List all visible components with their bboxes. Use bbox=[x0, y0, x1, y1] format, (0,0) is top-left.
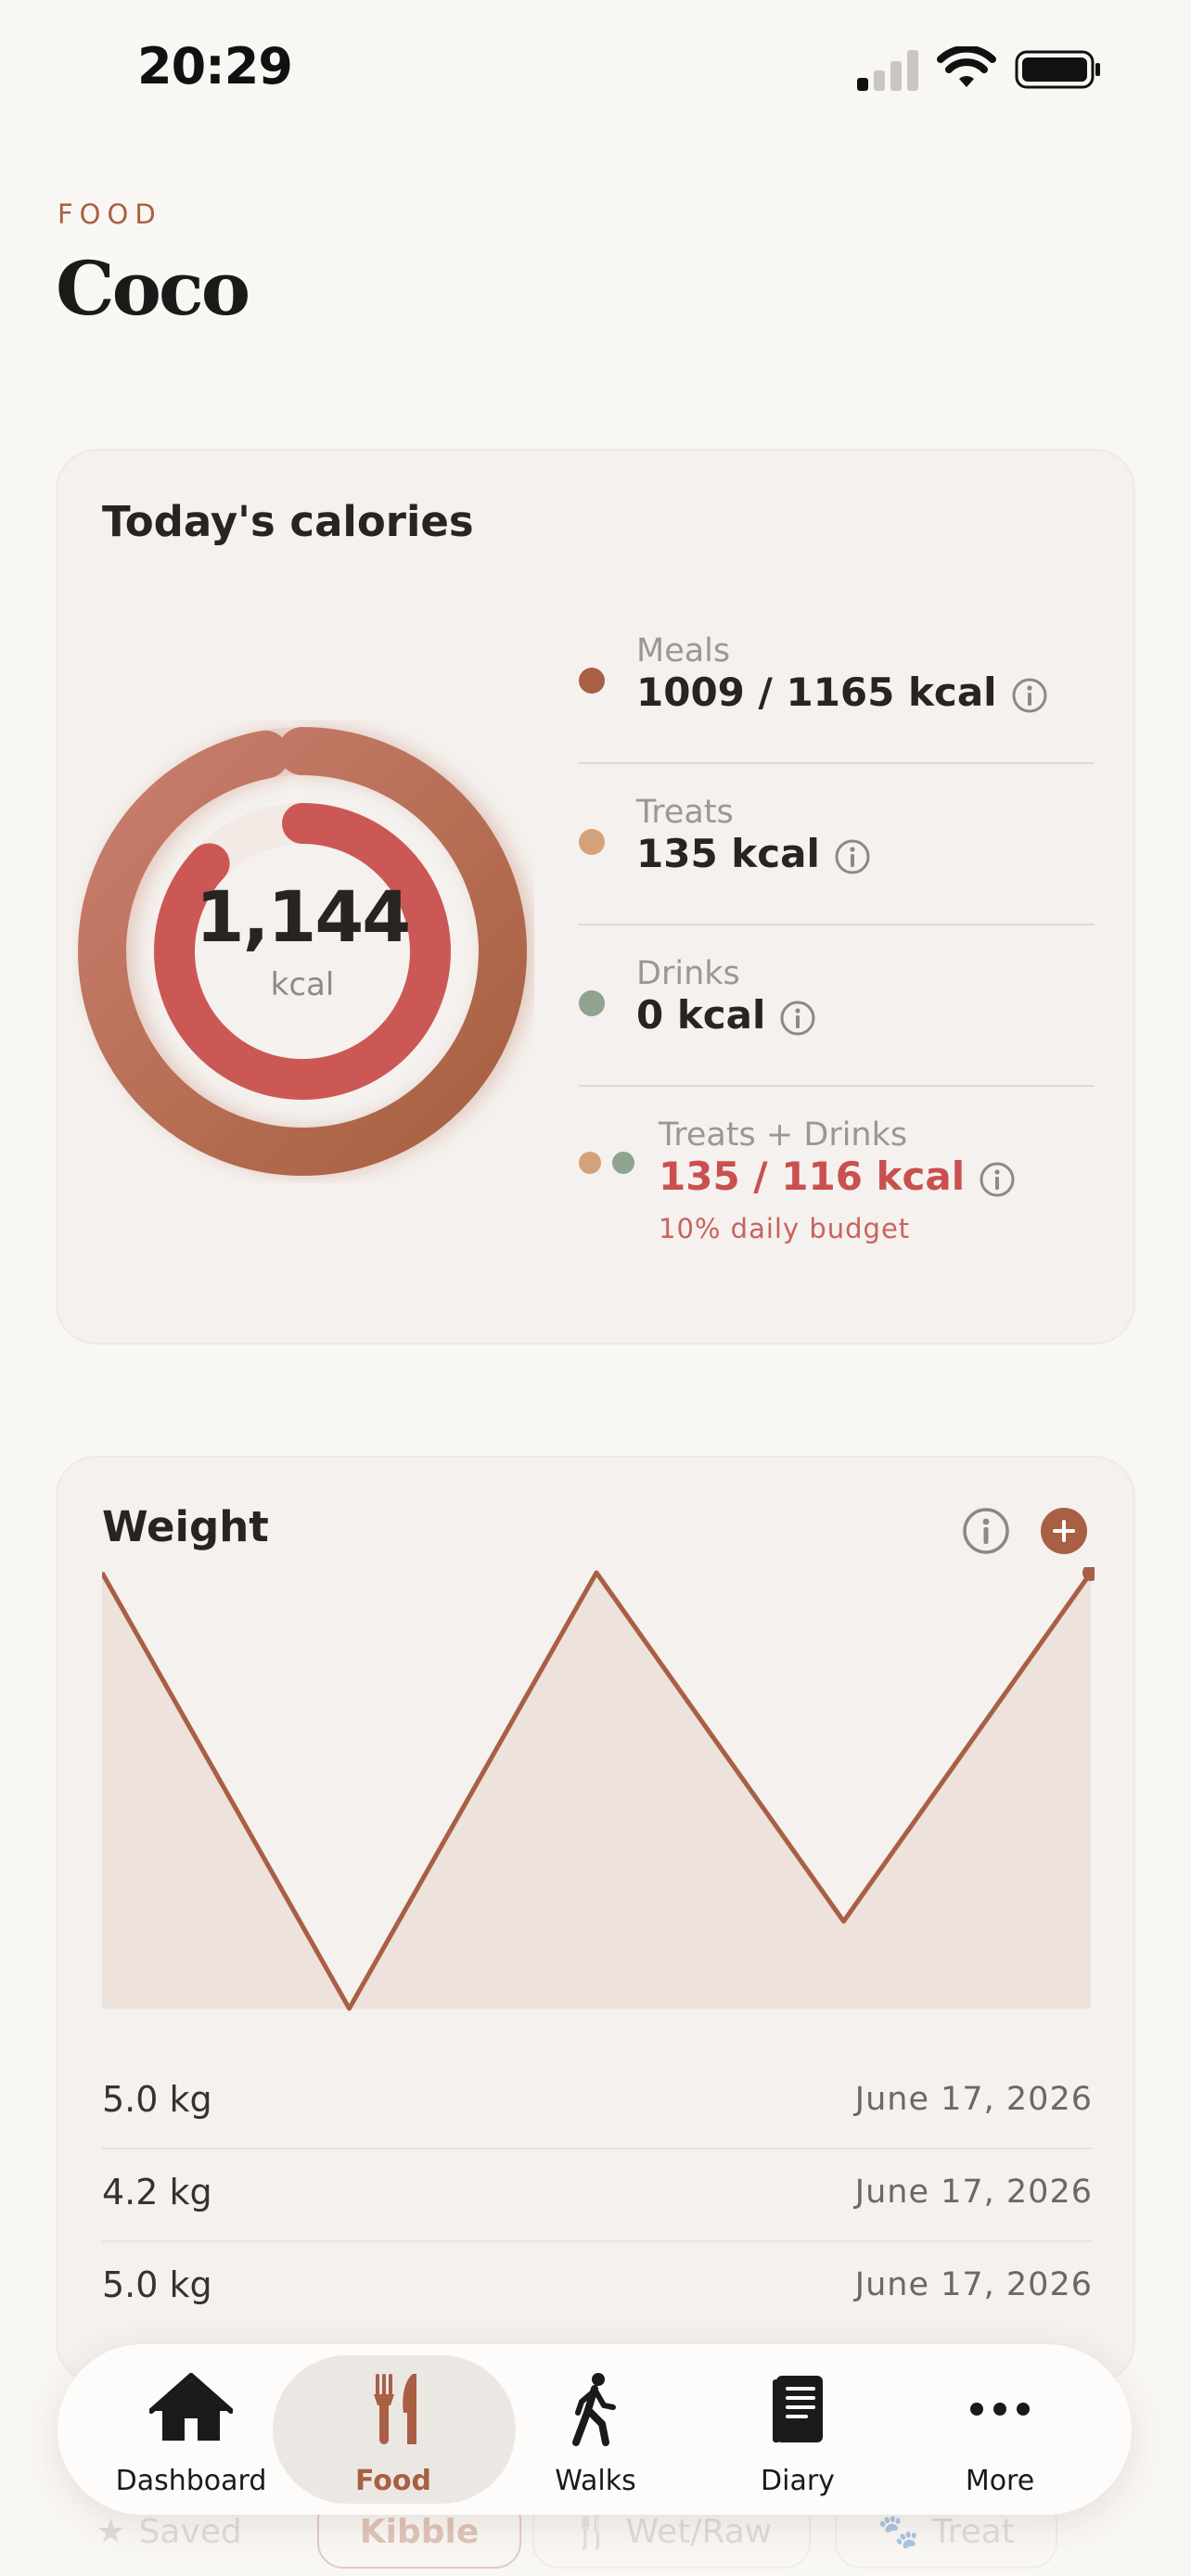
weight-data-point bbox=[1082, 1567, 1095, 1581]
calories-card: Today's calories 1,144 kcal Meals 1009 /… bbox=[56, 449, 1135, 1345]
star-icon: ★ bbox=[96, 2512, 126, 2551]
meals-progress-arc bbox=[154, 803, 451, 1100]
section-eyebrow: FOOD bbox=[58, 198, 162, 230]
weight-area-fill bbox=[102, 1573, 1091, 2009]
book-icon bbox=[773, 2376, 823, 2442]
weight-entry-date: June 17, 2026 bbox=[854, 2174, 1093, 2211]
weight-entry-row[interactable]: 5.0 kg June 17, 2026 bbox=[102, 2237, 1093, 2329]
tab-label: Food bbox=[355, 2465, 431, 2497]
add-weight-button[interactable] bbox=[1039, 1506, 1089, 1556]
calorie-total-value: 1,144 bbox=[195, 875, 411, 958]
wifi-icon bbox=[937, 46, 996, 87]
calorie-ring bbox=[78, 727, 527, 1176]
treats-drinks-value: 135 / 116 kcal bbox=[659, 1154, 966, 1199]
tab-walks[interactable]: Walks bbox=[503, 2344, 688, 2515]
weight-entry-value: 4.2 kg bbox=[102, 2172, 212, 2213]
tab-diary[interactable]: Diary bbox=[705, 2344, 890, 2515]
drinks-value: 0 kcal bbox=[636, 992, 766, 1038]
status-time: 20:29 bbox=[137, 37, 293, 96]
treats-value: 135 kcal bbox=[636, 831, 820, 876]
tab-label: Diary bbox=[761, 2465, 835, 2497]
walking-icon bbox=[572, 2373, 616, 2446]
meals-value: 1009 / 1165 kcal bbox=[636, 670, 997, 715]
treats-row: Treats 135 kcal bbox=[579, 794, 1095, 896]
meals-row: Meals 1009 / 1165 kcal bbox=[579, 632, 1095, 734]
drinks-dot bbox=[579, 990, 605, 1016]
drinks-row: Drinks 0 kcal bbox=[579, 955, 1095, 1057]
drinks-label: Drinks bbox=[636, 955, 740, 992]
status-bar: 20:29 bbox=[0, 0, 1191, 139]
info-icon[interactable] bbox=[778, 999, 817, 1038]
weight-chart bbox=[102, 1567, 1095, 2011]
page-title: Coco bbox=[56, 245, 250, 332]
tab-bar: Dashboard Food Walks bbox=[58, 2344, 1132, 2515]
battery-icon bbox=[1015, 50, 1100, 89]
fork-knife-icon bbox=[374, 2374, 416, 2444]
tab-dashboard[interactable]: Dashboard bbox=[98, 2344, 284, 2515]
divider bbox=[102, 2148, 1093, 2149]
divider bbox=[102, 2240, 1093, 2242]
treats-label: Treats bbox=[636, 794, 734, 831]
weight-entry-value: 5.0 kg bbox=[102, 2079, 212, 2120]
filter-chip-kibble[interactable]: Kibble bbox=[317, 2494, 521, 2569]
weight-entry-value: 5.0 kg bbox=[102, 2264, 212, 2305]
outer-progress-arc bbox=[78, 727, 527, 1176]
food-filter-strip: ★ Saved Kibble 🍴 Wet/Raw 🐾 Treat bbox=[0, 2485, 1191, 2576]
weight-entry-date: June 17, 2026 bbox=[854, 2081, 1093, 2118]
treats-drinks-row: Treats + Drinks 135 / 116 kcal 10% daily… bbox=[579, 1116, 1095, 1265]
tab-food[interactable]: Food bbox=[301, 2344, 486, 2515]
info-icon[interactable] bbox=[961, 1506, 1011, 1556]
fork-knife-icon: 🍴 bbox=[570, 2513, 613, 2551]
cellular-signal-icon bbox=[857, 50, 918, 91]
active-tab-highlight bbox=[273, 2355, 516, 2504]
divider bbox=[579, 1085, 1095, 1087]
daily-budget-note: 10% daily budget bbox=[659, 1213, 911, 1244]
tab-label: Dashboard bbox=[115, 2465, 267, 2497]
treats-dot bbox=[579, 1152, 601, 1174]
meals-label: Meals bbox=[636, 632, 731, 670]
paw-icon: 🐾 bbox=[877, 2513, 919, 2551]
filter-chip-saved[interactable]: ★ Saved bbox=[96, 2512, 242, 2551]
tab-more[interactable]: More bbox=[907, 2344, 1093, 2515]
info-icon[interactable] bbox=[978, 1160, 1017, 1199]
divider bbox=[579, 924, 1095, 925]
divider bbox=[579, 762, 1095, 764]
weight-entry-row[interactable]: 4.2 kg June 17, 2026 bbox=[102, 2144, 1093, 2237]
meals-dot bbox=[579, 668, 605, 694]
treats-drinks-label: Treats + Drinks bbox=[659, 1116, 908, 1154]
calories-title: Today's calories bbox=[102, 497, 474, 546]
treats-dot bbox=[579, 829, 605, 855]
drinks-dot bbox=[612, 1152, 634, 1174]
info-icon[interactable] bbox=[1010, 676, 1049, 715]
house-icon bbox=[149, 2373, 233, 2441]
weight-title: Weight bbox=[102, 1502, 269, 1551]
ellipsis-icon bbox=[970, 2403, 1030, 2416]
tab-label: Walks bbox=[555, 2465, 636, 2497]
calorie-total-unit: kcal bbox=[270, 966, 335, 1003]
tab-label: More bbox=[965, 2465, 1035, 2497]
weight-card: Weight 5.0 kg June 17, 2026 4.2 kg June … bbox=[56, 1456, 1135, 2383]
weight-entry-date: June 17, 2026 bbox=[854, 2266, 1093, 2303]
weight-entry-row[interactable]: 5.0 kg June 17, 2026 bbox=[102, 2051, 1093, 2144]
info-icon[interactable] bbox=[833, 837, 872, 876]
